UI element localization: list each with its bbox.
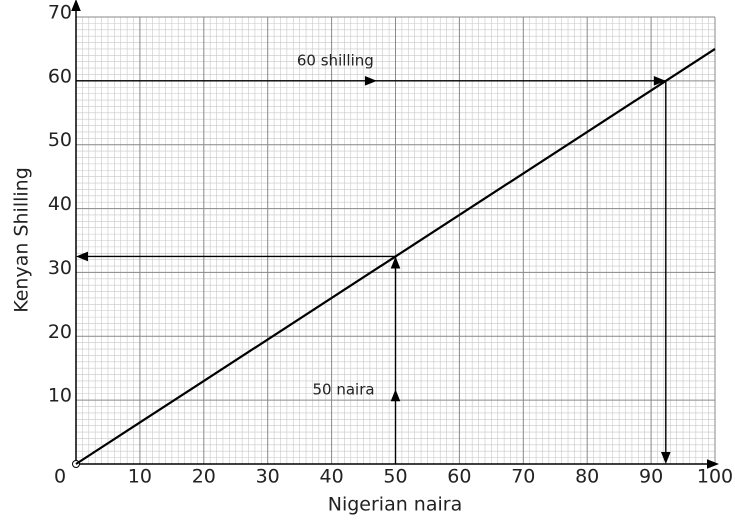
y-tick-label: 40 [48,193,72,215]
y-tick-label: 20 [48,321,72,343]
x-tick-label: 50 [383,466,407,488]
y-tick-label: 60 [48,65,72,87]
y-tick-label: 30 [48,257,72,279]
x-tick-label: 30 [256,466,280,488]
x-tick-label: 0 [54,466,66,488]
x-tick-label: 80 [575,466,599,488]
y-tick-label: 10 [48,385,72,407]
arrow [653,76,666,86]
x-axis-label: Nigerian naira [328,494,462,516]
x-tick-label: 60 [447,466,471,488]
x-tick-label: 100 [697,466,733,488]
y-tick-label: 50 [48,129,72,151]
arrow [76,251,88,262]
axis-arrow [71,0,81,11]
y-tick-label: 70 [48,2,72,24]
x-tick-label: 40 [320,466,344,488]
x-tick-label: 90 [639,466,663,488]
arrow [364,76,377,86]
axis-arrow [707,459,719,469]
annotation: 50 naira [313,380,375,398]
annotation: 60 shilling [297,51,374,69]
y-axis-label: Kenyan Shilling [11,167,33,313]
arrow [660,452,671,464]
arrow [390,256,401,269]
arrow [390,389,401,402]
x-tick-label: 20 [192,466,216,488]
x-tick-label: 70 [511,466,535,488]
x-tick-label: 10 [128,466,152,488]
